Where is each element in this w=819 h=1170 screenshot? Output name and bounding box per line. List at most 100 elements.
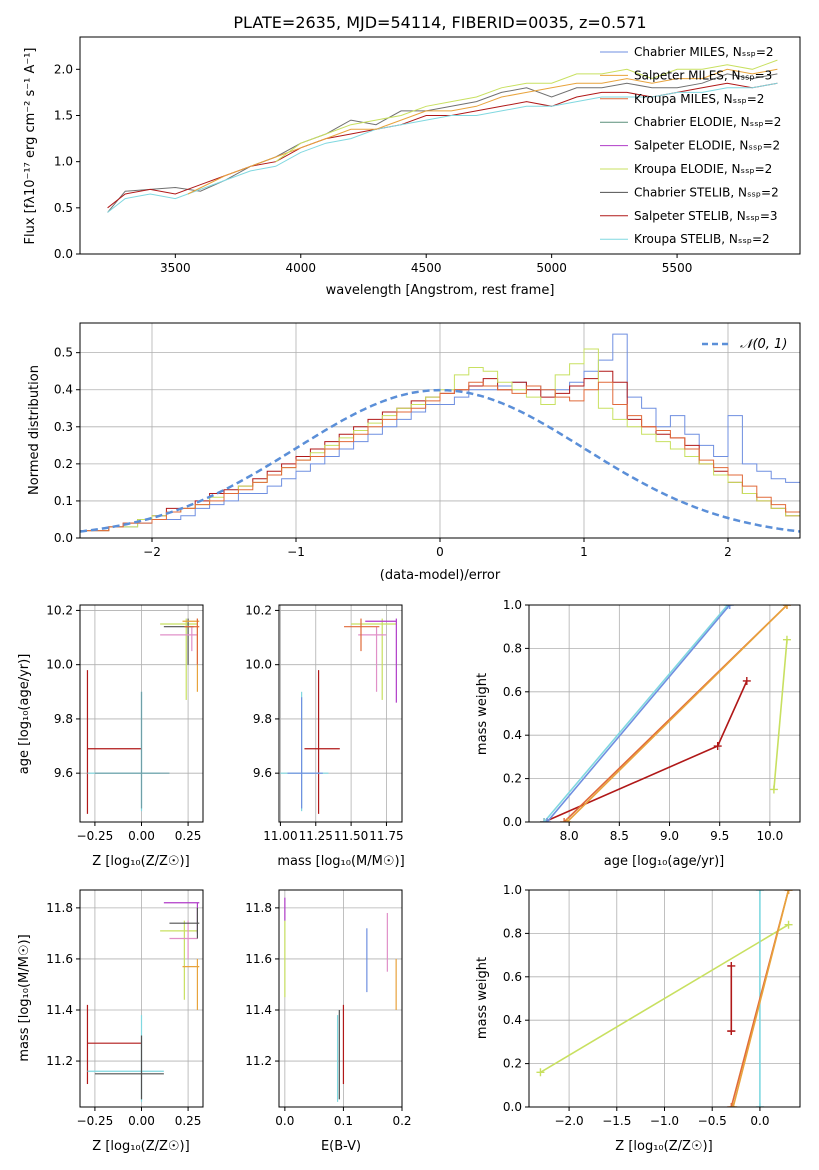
legend-label: Salpeter ELODIE, Nₛₛₚ=2 (634, 139, 780, 153)
weight-vs-z-point-marker (727, 1103, 736, 1107)
weight-vs-age-xlabel: age [log₁₀(age/yr)] (604, 854, 725, 869)
mass-vs-ebv-ytick-label: 11.6 (245, 952, 272, 966)
mass-vs-z-ylabel: mass [log₁₀(M/M☉)] (17, 934, 32, 1061)
age-vs-mass-ytick-label: 9.6 (253, 766, 272, 780)
age-vs-z-ytick-label: 9.8 (54, 712, 73, 726)
weight-vs-age-point-marker (769, 785, 778, 794)
histogram-ytick-label: 0.3 (54, 420, 73, 434)
spectrum-xtick-label: 5000 (536, 261, 567, 275)
spectrum-series-line (107, 73, 778, 213)
weight-vs-z-point-marker (755, 1103, 764, 1107)
spectrum-xtick-label: 4500 (411, 261, 442, 275)
spectrum-legend: Chabrier MILES, Nₛₛₚ=2 Salpeter MILES, Nₛ… (600, 45, 781, 246)
spectrum-series-line (107, 82, 778, 213)
histogram-ytick-label: 0.4 (54, 383, 73, 397)
histogram-ytick-label: 0.1 (54, 494, 73, 508)
histogram-step-series (80, 333, 800, 538)
age-vs-z-ytick-label: 10.0 (46, 658, 73, 672)
spectrum-panel: 3500 4000 4500 5000 5500 0.0 0.5 1.0 1.5 2.0 wave… (23, 36, 801, 298)
legend-label: Salpeter STELIB, Nₛₛₚ=3 (634, 209, 778, 223)
weight-vs-age-xtick-label: 10.0 (757, 829, 784, 843)
weight-vs-z-xtick-label: −1.0 (650, 1114, 679, 1128)
age-vs-z-xlabel: Z [log₁₀(Z/Z☉)] (92, 854, 189, 869)
histogram-ytick-label: 0.5 (54, 346, 73, 360)
weight-vs-age-xtick-label: 9.5 (710, 829, 729, 843)
weight-vs-z-point-marker (784, 890, 793, 894)
weight-vs-z-ytick-label: 0.6 (503, 970, 522, 984)
mass-vs-ebv-panel: 0.0 0.1 0.2 11.2 11.4 11.6 11.8 E(B-V) (245, 889, 412, 1154)
mass-vs-ebv-xtick-label: 0.1 (334, 1114, 353, 1128)
weight-vs-age-point-marker (560, 818, 569, 822)
weight-vs-z-panel: −2.0 −1.5 −1.0 −0.5 0.0 0.0 0.2 0.4 0.6 0.8 1.0 Z … (475, 883, 801, 1154)
histogram-xtick-label: 0 (436, 545, 444, 559)
legend-label: Kroupa STELIB, Nₛₛₚ=2 (634, 232, 770, 246)
weight-vs-age-point-marker (713, 742, 722, 751)
weight-vs-age-xtick-label: 8.5 (610, 829, 629, 843)
weight-vs-z-point-marker (784, 920, 793, 929)
weight-vs-z-ytick-label: 0.2 (503, 1057, 522, 1071)
mass-vs-z-panel: −0.25 0.00 0.25 11.2 11.4 11.6 11.8 Z [log₁₀(Z… (17, 889, 204, 1154)
spectrum-ytick-label: 0.0 (54, 247, 73, 261)
mass-vs-z-xtick-label: 0.00 (128, 1114, 155, 1128)
weight-vs-z-ytick-label: 0.8 (503, 926, 522, 940)
spectrum-series-line (275, 59, 778, 163)
histogram-legend: 𝒩(0, 1) (702, 337, 787, 352)
legend-label: Kroupa ELODIE, Nₛₛₚ=2 (634, 162, 772, 176)
weight-vs-age-ytick-label: 0.4 (503, 728, 522, 742)
mass-vs-ebv-xtick-label: 0.2 (392, 1114, 411, 1128)
age-vs-z-xtick-label: 0.25 (175, 829, 202, 843)
weight-vs-age-frame (528, 604, 801, 823)
mass-vs-z-xtick-label: −0.25 (77, 1114, 114, 1128)
mass-vs-ebv-xtick-label: 0.0 (275, 1114, 294, 1128)
spectrum-frame (79, 36, 801, 255)
weight-vs-age-point-marker (742, 676, 751, 685)
spectrum-ylabel: Flux [fλ10⁻¹⁷ erg cm⁻² s⁻¹ A⁻¹] (23, 48, 38, 245)
mass-vs-ebv-ytick-label: 11.8 (245, 901, 272, 915)
weight-vs-age-point-marker (563, 818, 572, 822)
spectrum-ytick-label: 0.5 (54, 201, 73, 215)
spectrum-ytick-label: 1.0 (54, 155, 73, 169)
mass-vs-ebv-frame (278, 889, 403, 1108)
weight-vs-z-ytick-label: 1.0 (503, 883, 522, 897)
age-vs-z-panel: −0.25 0.00 0.25 9.6 9.8 10.0 10.2 Z [log₁₀(Z/Z… (17, 603, 204, 869)
age-vs-z-xtick-label: 0.00 (128, 829, 155, 843)
weight-vs-age-ytick-label: 0.6 (503, 685, 522, 699)
weight-vs-z-point-marker (536, 1068, 545, 1077)
spectrum-xtick-label: 4000 (285, 261, 316, 275)
mass-vs-z-ytick-label: 11.6 (46, 952, 73, 966)
spectrum-xtick-label: 3500 (160, 261, 191, 275)
spectrum-series-line (187, 68, 778, 195)
legend-label: Chabrier ELODIE, Nₛₛₚ=2 (634, 115, 781, 129)
weight-vs-z-xtick-label: −1.5 (602, 1114, 631, 1128)
age-vs-mass-xtick-label: 11.00 (263, 829, 297, 843)
weight-vs-age-ytick-label: 0.2 (503, 772, 522, 786)
age-vs-mass-ytick-label: 9.8 (253, 712, 272, 726)
mass-vs-z-ytick-label: 11.2 (46, 1054, 73, 1068)
age-vs-mass-xtick-label: 11.50 (334, 829, 368, 843)
weight-vs-age-point-marker (540, 818, 549, 822)
age-vs-mass-frame (278, 604, 403, 823)
spectrum-ytick-label: 1.5 (54, 108, 73, 122)
weight-vs-z-series-line (540, 924, 789, 1073)
weight-vs-age-point-marker (782, 605, 791, 609)
weight-vs-z-point-marker (755, 890, 764, 894)
weight-vs-z-ytick-label: 0.4 (503, 1013, 522, 1027)
spectrum-xtick-label: 5500 (662, 261, 693, 275)
weight-vs-z-xtick-label: −2.0 (555, 1114, 584, 1128)
weight-vs-age-series-line (566, 605, 788, 822)
weight-vs-age-series-line (546, 605, 731, 822)
weight-vs-z-ytick-label: 0.0 (503, 1100, 522, 1114)
mass-vs-ebv-ytick-label: 11.2 (245, 1054, 272, 1068)
legend-label: Salpeter MILES, Nₛₛₚ=3 (634, 68, 772, 82)
weight-vs-age-xtick-label: 8.0 (560, 829, 579, 843)
weight-vs-z-xlabel: Z [log₁₀(Z/Z☉)] (615, 1139, 712, 1154)
histogram-ytick-label: 0.2 (54, 457, 73, 471)
weight-vs-z-ylabel: mass weight (475, 957, 490, 1039)
histogram-xtick-label: 2 (724, 545, 732, 559)
legend-label: Chabrier STELIB, Nₛₛₚ=2 (634, 185, 779, 199)
weight-vs-age-point-marker (725, 605, 734, 609)
age-vs-z-xtick-label: −0.25 (77, 829, 114, 843)
weight-vs-age-series-line (543, 605, 729, 822)
histogram-panel: −2 −1 0 1 2 0.0 0.1 0.2 0.3 0.4 0.5 (data-model)/e… (27, 322, 801, 583)
